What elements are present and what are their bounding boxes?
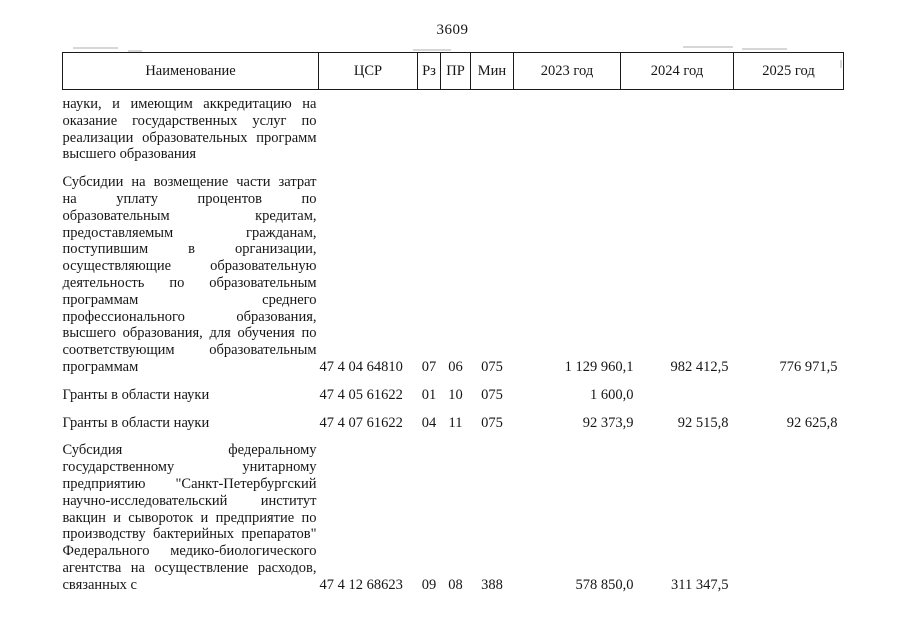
cell-rz: 01 bbox=[421, 386, 437, 403]
cell-2024: 311 347,5 bbox=[671, 576, 729, 593]
header-col-2025: 2025 год bbox=[733, 52, 844, 90]
cell-2024: 982 412,5 bbox=[670, 358, 729, 375]
cell-min: 075 bbox=[481, 414, 503, 431]
scan-artifact bbox=[683, 46, 733, 48]
amount-2023: 1 600,0 bbox=[590, 386, 634, 403]
table-row: Субсидия федеральному государственному у… bbox=[63, 431, 844, 593]
header-col-rz: Рз bbox=[417, 52, 441, 90]
amount-2023: 1 129 960,1 bbox=[564, 358, 634, 375]
cell-2023: 92 373,9 bbox=[514, 404, 634, 432]
header-col-name: Наименование bbox=[62, 52, 319, 90]
scan-artifact bbox=[742, 48, 787, 50]
cell-rz bbox=[418, 90, 441, 164]
cell-csr bbox=[319, 90, 418, 164]
table-row: Гранты в области науки 47 4 05 61622 01 … bbox=[63, 376, 844, 404]
cell-min: 075 bbox=[481, 386, 503, 403]
cell-pr: 08 bbox=[448, 576, 463, 593]
cell-pr bbox=[441, 90, 471, 164]
cell-2023: 1 129 960,1 bbox=[514, 163, 634, 376]
header-col-min: Мин bbox=[470, 52, 514, 90]
cell-rz: 04 bbox=[421, 414, 437, 431]
cell-2025 bbox=[734, 90, 844, 164]
cell-min bbox=[471, 90, 514, 164]
cell-min: 388 bbox=[481, 576, 503, 593]
cell-pr: 06 bbox=[448, 358, 463, 375]
header-col-pr: ПР bbox=[440, 52, 471, 90]
cell-name: Гранты в области науки bbox=[62, 386, 210, 403]
cell-2024: 92 515,8 bbox=[677, 414, 729, 431]
scan-artifact bbox=[73, 47, 118, 49]
cell-2023: 1 600,0 bbox=[514, 376, 634, 404]
header-col-2024: 2024 год bbox=[620, 52, 734, 90]
cell-2025: 92 625,8 bbox=[786, 414, 838, 431]
cell-csr: 47 4 05 61622 bbox=[319, 386, 403, 403]
cell-pr: 10 bbox=[448, 386, 463, 403]
scan-artifact bbox=[128, 50, 142, 52]
header-col-2023: 2023 год bbox=[513, 52, 621, 90]
header-col-csr: ЦСР bbox=[318, 52, 418, 90]
cell-2024 bbox=[621, 90, 734, 164]
cell-name: Субсидии на возмещение части затрат на у… bbox=[62, 174, 317, 375]
amount-2023: 578 850,0 bbox=[575, 576, 634, 593]
cell-2023 bbox=[514, 90, 621, 164]
cell-2023: 578 850,0 bbox=[514, 431, 634, 593]
amount-2023: 92 373,9 bbox=[582, 414, 634, 431]
cell-rz: 07 bbox=[421, 358, 437, 375]
cell-name: Субсидия федеральному государственному у… bbox=[62, 442, 317, 593]
cell-pr: 11 bbox=[448, 414, 463, 431]
cell-csr: 47 4 04 64810 bbox=[319, 358, 403, 375]
budget-table: Наименование ЦСР Рз ПР Мин 2023 год 2024… bbox=[62, 52, 844, 594]
cell-csr: 47 4 07 61622 bbox=[319, 414, 403, 431]
table-row: Гранты в области науки 47 4 07 61622 04 … bbox=[63, 404, 844, 432]
table-header-row: Наименование ЦСР Рз ПР Мин 2023 год 2024… bbox=[62, 52, 844, 90]
cell-csr: 47 4 12 68623 bbox=[319, 576, 403, 593]
cell-rz: 09 bbox=[421, 576, 437, 593]
cell-name: Гранты в области науки bbox=[62, 414, 210, 431]
scan-artifact bbox=[413, 49, 451, 51]
cell-2024 bbox=[621, 376, 734, 404]
cell-2025 bbox=[734, 431, 844, 593]
table-row: Субсидии на возмещение части затрат на у… bbox=[63, 163, 844, 376]
cell-2025: 776 971,5 bbox=[779, 358, 838, 375]
table-row: науки, и имеющим аккредитацию на оказани… bbox=[63, 90, 844, 164]
cell-name: науки, и имеющим аккредитацию на оказани… bbox=[62, 96, 317, 163]
page-number: 3609 bbox=[436, 22, 469, 38]
cell-2025 bbox=[734, 376, 844, 404]
cell-min: 075 bbox=[481, 358, 503, 375]
